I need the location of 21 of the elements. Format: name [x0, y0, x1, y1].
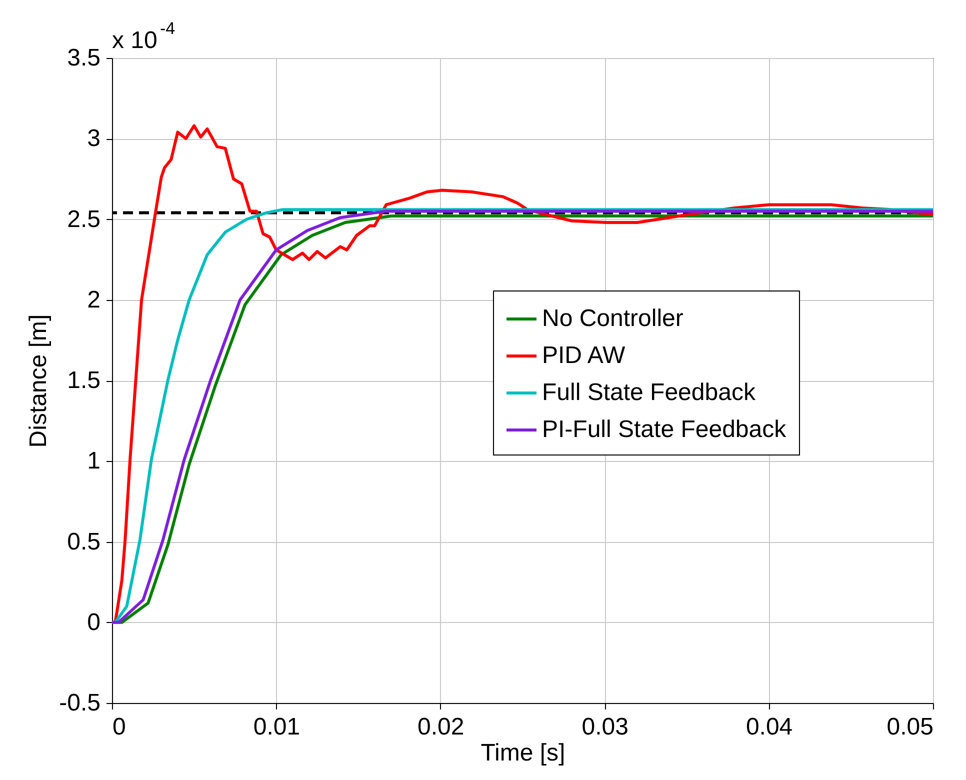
x-tick-label: 0.02 — [418, 714, 464, 740]
y-tick-label: 2.5 — [67, 206, 100, 233]
y-tick-label: 0.5 — [67, 528, 100, 556]
x-tick-label: 0.01 — [253, 714, 300, 740]
legend-label: No Controller — [542, 305, 684, 332]
y-tick-label: 2 — [87, 286, 100, 314]
y-tick-label: 3 — [87, 125, 100, 152]
legend-label: PI-Full State Feedback — [542, 416, 788, 443]
y-tick-label: 3.5 — [67, 44, 100, 72]
legend-label: Full State Feedback — [542, 379, 756, 406]
y-tick-label: -0.5 — [59, 690, 100, 716]
x-tick-label: 0.05 — [886, 714, 934, 740]
y-tick-label: 1 — [87, 448, 100, 475]
x-tick-label: 0 — [112, 714, 126, 740]
x-tick-label: 0.03 — [582, 714, 628, 740]
y-axis-title: Distance [m] — [25, 314, 52, 448]
y-tick-label: 0 — [87, 608, 100, 636]
x-axis-title: Time [s] — [480, 740, 566, 766]
y-tick-label: 1.5 — [67, 367, 100, 394]
legend-label: PID AW — [542, 342, 626, 369]
x-tick-label: 0.04 — [746, 714, 793, 740]
